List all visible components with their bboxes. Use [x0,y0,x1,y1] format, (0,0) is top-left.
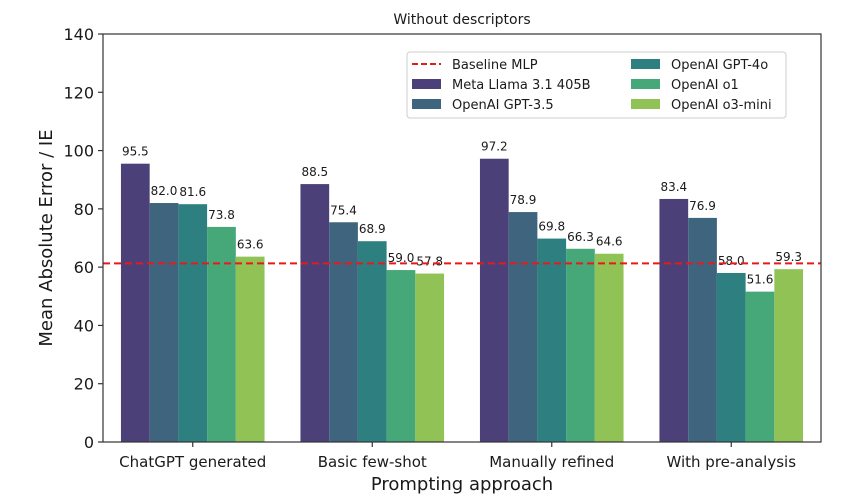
x-tick-label: Manually refined [489,453,614,471]
bar [508,212,538,442]
bar-value-label: 51.6 [747,273,774,287]
x-tick-label: With pre-analysis [666,453,796,471]
bar [329,222,358,442]
legend-label: OpenAI o1 [671,78,739,93]
bar [386,270,416,442]
bar [120,163,150,442]
bar [537,238,567,442]
bar-value-label: 68.9 [359,222,386,236]
y-tick-label: 60 [74,258,94,277]
bar-value-label: 64.6 [596,235,623,249]
bars-group [120,158,804,443]
legend-label: OpenAI o3-mini [671,98,772,113]
bar [207,226,236,442]
bar [594,253,624,442]
y-tick-label: 80 [74,200,94,219]
bar-value-label: 69.8 [538,220,565,234]
y-tick-label: 100 [63,142,94,161]
y-axis: 0 20 40 60 80 100 120 140 [63,25,103,452]
bar [235,256,265,442]
x-tick-label: Basic few-shot [318,453,427,471]
bar-value-label: 81.6 [179,185,206,199]
bar-value-label: 82.0 [151,184,178,198]
y-tick-label: 20 [74,375,94,394]
bar-value-label: 57.8 [416,255,443,269]
bar [479,158,509,442]
legend-label: OpenAI GPT-3.5 [452,98,554,113]
legend-swatch [631,59,660,69]
bar [357,241,387,442]
bar [745,291,775,442]
legend-label: Meta Llama 3.1 405B [452,78,591,93]
x-tick-label: ChatGPT generated [119,453,266,471]
y-tick-label: 120 [63,83,94,102]
bar-value-label: 73.8 [208,208,235,222]
bar [774,269,804,442]
bar [149,203,179,442]
legend-frame [406,51,787,119]
bar [716,272,746,442]
y-axis-label: Mean Absolute Error / IE [36,129,57,346]
chart-title: Without descriptors [393,12,530,28]
bar-value-label: 75.4 [330,203,357,217]
bar-labels-group: 95.5 88.5 97.2 83.4 82.0 75.4 78.9 76.9 81.6 68.9… [122,140,802,287]
bar-value-label: 63.6 [237,238,264,252]
bar [178,204,208,442]
bar [300,184,330,443]
bar-value-label: 58.0 [718,254,745,268]
legend: Baseline MLP Meta Llama 3.1 405B OpenAI GP… [406,51,787,119]
bar-value-label: 83.4 [660,180,687,194]
y-tick-label: 40 [74,316,94,335]
legend-swatch [412,99,441,109]
bar-value-label: 95.5 [122,145,149,159]
bar-value-label: 97.2 [481,140,508,154]
bar [415,273,445,442]
legend-swatch [412,79,441,89]
bar-value-label: 59.0 [388,251,415,265]
bar-value-label: 78.9 [510,193,537,207]
bar [659,198,689,442]
legend-swatch [631,79,660,89]
bar-value-label: 88.5 [301,165,328,179]
bar-value-label: 76.9 [689,199,716,213]
legend-swatch [631,99,660,109]
bar [688,217,717,442]
y-tick-label: 0 [84,433,94,452]
legend-label: OpenAI GPT-4o [671,58,768,73]
y-tick-label: 140 [63,25,94,44]
x-axis-label: Prompting approach [371,474,553,495]
legend-label: Baseline MLP [452,58,538,73]
plot-frame [102,33,822,443]
bar-value-label: 66.3 [567,230,594,244]
x-axis: ChatGPT generated Basic few-shot Manually … [119,442,796,471]
bar [566,248,595,442]
bar-value-label: 59.3 [775,250,802,264]
